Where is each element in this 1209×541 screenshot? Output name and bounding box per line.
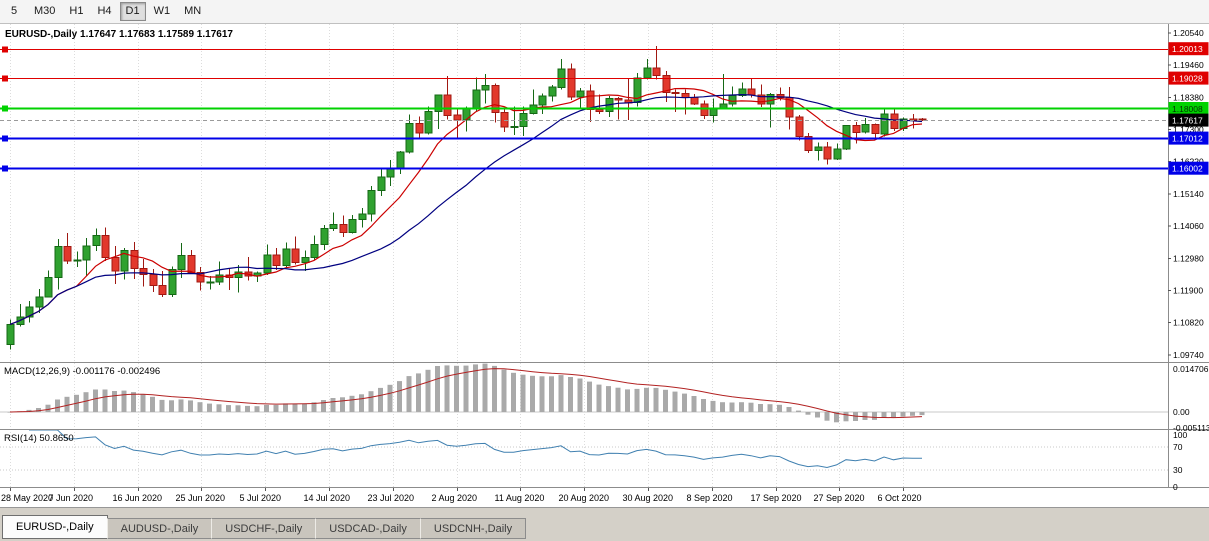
date-label: 28 May 2020 xyxy=(1,493,53,503)
rsi-axis-label: 30 xyxy=(1173,465,1183,475)
rsi-axis-label: 0 xyxy=(1173,482,1178,492)
y-axis-label: 1.17300 xyxy=(1173,125,1204,135)
svg-text:1.17012: 1.17012 xyxy=(1172,134,1203,144)
macd-axis-label: -0.005113 xyxy=(1173,423,1209,433)
chart-tab-eurusd-daily[interactable]: EURUSD-,Daily xyxy=(2,515,108,539)
price-badge-1.20013 xyxy=(1168,42,1209,56)
date-label: 25 Jun 2020 xyxy=(176,493,226,503)
timeframe-toolbar: 5 M30 H1 H4 D1 W1 MN xyxy=(0,0,1209,24)
date-label: 27 Sep 2020 xyxy=(814,493,865,503)
level-handle-1.20013[interactable] xyxy=(2,46,8,53)
chart-tab-usdcnh-daily[interactable]: USDCNH-,Daily xyxy=(419,518,527,539)
horizontal-levels xyxy=(0,46,1168,172)
chart-tab-usdchf-daily[interactable]: USDCHF-,Daily xyxy=(211,518,317,539)
rsi-line xyxy=(29,430,923,469)
svg-text:1.18008: 1.18008 xyxy=(1172,104,1203,114)
current-price-badge xyxy=(1168,113,1209,127)
date-label: 7 Jun 2020 xyxy=(49,493,94,503)
date-label: 5 Jul 2020 xyxy=(240,493,282,503)
y-axis-label: 1.19460 xyxy=(1173,60,1204,70)
ma-fast-line xyxy=(9,87,923,325)
date-label: 11 Aug 2020 xyxy=(495,493,545,503)
level-handle-1.19028[interactable] xyxy=(2,75,8,82)
macd-axis-label: 0.00 xyxy=(1173,407,1190,417)
macd-signal-line xyxy=(9,368,923,419)
price-badge-1.19028 xyxy=(1168,71,1209,85)
y-axis-label: 1.11900 xyxy=(1173,285,1203,295)
price-chart-canvas[interactable]: 1.205401.194601.183801.173001.162201.151… xyxy=(0,24,1209,507)
date-label: 17 Sep 2020 xyxy=(751,493,802,503)
date-label: 2 Aug 2020 xyxy=(432,493,478,503)
date-label: 30 Aug 2020 xyxy=(623,493,674,503)
price-badge-1.18008 xyxy=(1168,102,1209,115)
svg-text:1.19028: 1.19028 xyxy=(1172,74,1203,84)
timeframe-button-mn[interactable]: MN xyxy=(184,5,202,17)
price-badges: 1.20013 1.19028 1.18008 1.17012 1.16002 1.176… xyxy=(1168,42,1209,175)
date-label: 14 Jul 2020 xyxy=(304,493,351,503)
date-label: 23 Jul 2020 xyxy=(368,493,415,503)
chart-tab-strip: EURUSD-,Daily AUDUSD-,Daily USDCHF-,Daily U… xyxy=(0,507,1209,541)
candlesticks xyxy=(6,45,927,350)
svg-text:1.17617: 1.17617 xyxy=(1172,116,1203,126)
rsi-label: RSI(14) 50.8650 xyxy=(4,433,74,444)
timeframe-button-h1[interactable]: H1 xyxy=(69,5,84,17)
chart-tab-usdcad-daily[interactable]: USDCAD-,Daily xyxy=(315,518,421,539)
rsi-axis-label: 70 xyxy=(1173,442,1183,452)
svg-text:1.20013: 1.20013 xyxy=(1172,44,1203,54)
level-handle-1.16002[interactable] xyxy=(2,165,8,172)
chart-title: EURUSD-,Daily 1.17647 1.17683 1.17589 1.… xyxy=(5,29,233,40)
ma-slow-line xyxy=(9,93,923,325)
chart-tabs: EURUSD-,Daily AUDUSD-,Daily USDCHF-,Daily U… xyxy=(2,515,527,539)
y-axis-label: 1.20540 xyxy=(1173,28,1204,38)
level-handle-1.17012[interactable] xyxy=(2,135,8,142)
y-axis-label: 1.10820 xyxy=(1173,318,1204,328)
rsi-axis-label: 100 xyxy=(1173,430,1187,440)
y-axis-label: 1.18380 xyxy=(1173,92,1204,102)
panel-chrome xyxy=(0,24,1209,488)
date-label: 16 Jun 2020 xyxy=(113,493,163,503)
price-badge-1.17012 xyxy=(1168,131,1209,145)
date-label: 20 Aug 2020 xyxy=(559,493,610,503)
timeframe-button-d1[interactable]: D1 xyxy=(119,2,146,21)
timeframe-button-w1[interactable]: W1 xyxy=(153,5,171,17)
svg-text:1.16002: 1.16002 xyxy=(1172,164,1203,174)
date-label: 8 Sep 2020 xyxy=(687,493,733,503)
macd-axis-label: 0.014706 xyxy=(1173,364,1209,374)
timeframe-button-5[interactable]: 5 xyxy=(10,5,18,17)
price-badge-1.16002 xyxy=(1168,161,1209,175)
macd-panel xyxy=(0,363,1168,423)
y-axis-label: 1.09740 xyxy=(1173,350,1204,360)
rsi-panel xyxy=(0,430,1168,471)
y-axis-label: 1.12980 xyxy=(1173,253,1204,263)
price-axis[interactable]: 1.205401.194601.183801.173001.162201.151… xyxy=(1168,28,1209,492)
level-handle-1.18008[interactable] xyxy=(2,105,8,112)
moving-averages xyxy=(9,87,923,325)
chart-tab-audusd-daily[interactable]: AUDUSD-,Daily xyxy=(106,518,213,539)
timeframe-button-h4[interactable]: H4 xyxy=(97,5,112,17)
y-axis-label: 1.15140 xyxy=(1173,189,1204,199)
macd-label: MACD(12,26,9) -0.001176 -0.002496 xyxy=(4,366,160,377)
date-label: 6 Oct 2020 xyxy=(878,493,922,503)
y-axis-label: 1.14060 xyxy=(1173,221,1204,231)
timeframe-button-m30[interactable]: M30 xyxy=(34,5,56,17)
